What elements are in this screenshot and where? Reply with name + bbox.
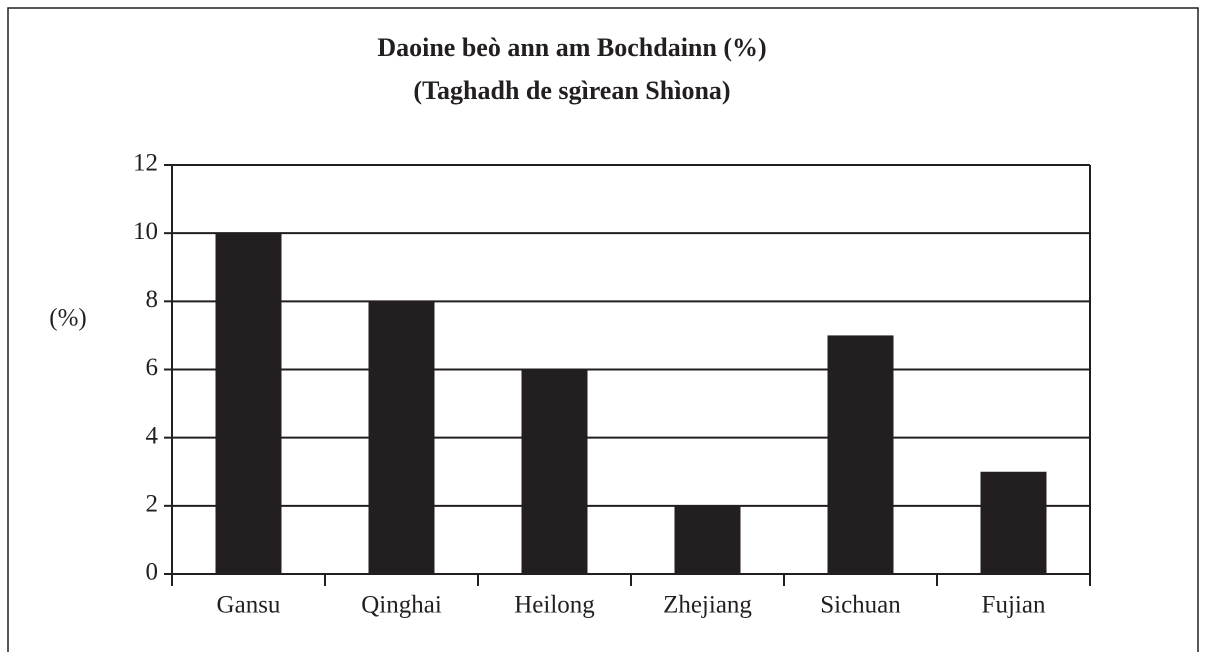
x-tick-label: Fujian	[982, 592, 1046, 619]
y-tick-label: 8	[146, 286, 159, 313]
bar	[521, 369, 588, 574]
y-tick-label: 4	[146, 422, 159, 449]
x-tick-label: Qinghai	[361, 592, 442, 619]
chart-title: Daoine beò ann am Bochdainn (%)	[377, 33, 766, 62]
y-tick-label: 6	[146, 354, 159, 381]
y-tick-label: 12	[133, 150, 158, 177]
y-axis-label: (%)	[49, 305, 86, 332]
x-tick-label: Zhejiang	[663, 592, 752, 619]
y-tick-label: 10	[133, 218, 158, 245]
x-tick-label: Gansu	[217, 592, 281, 619]
bar	[980, 471, 1047, 574]
frame	[7, 7, 1199, 652]
y-tick-label: 0	[146, 559, 159, 586]
chart-subtitle: (Taghadh de sgìrean Shìona)	[413, 76, 730, 105]
bar	[368, 301, 435, 574]
bar	[674, 505, 741, 574]
bar	[215, 233, 282, 574]
bar	[827, 335, 894, 574]
x-tick-label: Sichuan	[820, 592, 901, 619]
x-tick-label: Heilong	[514, 592, 595, 619]
y-tick-label: 2	[146, 491, 159, 518]
